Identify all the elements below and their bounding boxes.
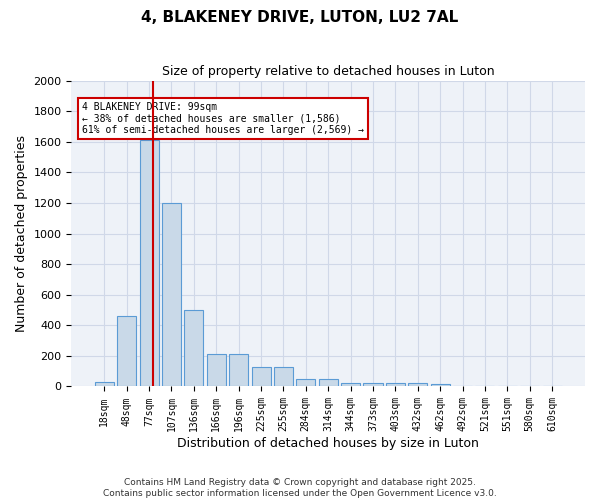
Bar xyxy=(408,384,427,386)
Bar xyxy=(386,384,405,386)
Bar xyxy=(431,384,449,386)
Bar xyxy=(251,366,271,386)
Bar xyxy=(117,316,136,386)
Text: Contains HM Land Registry data © Crown copyright and database right 2025.
Contai: Contains HM Land Registry data © Crown c… xyxy=(103,478,497,498)
Text: 4, BLAKENEY DRIVE, LUTON, LU2 7AL: 4, BLAKENEY DRIVE, LUTON, LU2 7AL xyxy=(142,10,458,25)
Bar xyxy=(207,354,226,386)
Title: Size of property relative to detached houses in Luton: Size of property relative to detached ho… xyxy=(162,65,494,78)
Bar xyxy=(162,203,181,386)
Bar xyxy=(140,140,158,386)
Bar xyxy=(184,310,203,386)
Bar xyxy=(229,354,248,386)
Bar xyxy=(95,382,114,386)
X-axis label: Distribution of detached houses by size in Luton: Distribution of detached houses by size … xyxy=(177,437,479,450)
Bar xyxy=(364,382,383,386)
Text: 4 BLAKENEY DRIVE: 99sqm
← 38% of detached houses are smaller (1,586)
61% of semi: 4 BLAKENEY DRIVE: 99sqm ← 38% of detache… xyxy=(82,102,364,135)
Bar xyxy=(341,382,360,386)
Bar xyxy=(274,366,293,386)
Bar xyxy=(296,379,316,386)
Y-axis label: Number of detached properties: Number of detached properties xyxy=(15,135,28,332)
Bar xyxy=(319,379,338,386)
